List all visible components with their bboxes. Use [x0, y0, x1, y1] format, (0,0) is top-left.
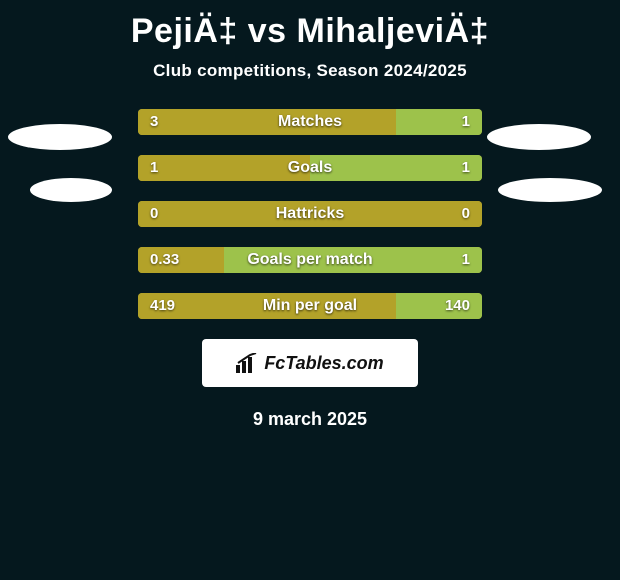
- bar-track: [138, 155, 482, 181]
- bar-track: [138, 109, 482, 135]
- value-left: 419: [150, 293, 175, 319]
- brand-box: FcTables.com: [202, 339, 418, 387]
- bar-right: [224, 247, 482, 273]
- bar-chart-icon: [236, 353, 258, 373]
- team-logo-placeholder: [30, 178, 112, 202]
- bar-right: [310, 155, 482, 181]
- value-right: 1: [462, 155, 470, 181]
- bar-track: [138, 293, 482, 319]
- date-label: 9 march 2025: [0, 409, 620, 430]
- value-left: 0.33: [150, 247, 179, 273]
- value-right: 1: [462, 109, 470, 135]
- value-left: 0: [150, 201, 158, 227]
- value-right: 0: [462, 201, 470, 227]
- page-subtitle: Club competitions, Season 2024/2025: [0, 61, 620, 81]
- team-logo-placeholder: [487, 124, 591, 150]
- page-title: PejiÄ‡ vs MihaljeviÄ‡: [0, 0, 620, 51]
- bar-track: [138, 201, 482, 227]
- bar-left: [138, 109, 396, 135]
- value-left: 1: [150, 155, 158, 181]
- bar-track: [138, 247, 482, 273]
- value-right: 1: [462, 247, 470, 273]
- stat-row: 00Hattricks: [0, 201, 620, 227]
- bar-left: [138, 293, 396, 319]
- stat-row: 419140Min per goal: [0, 293, 620, 319]
- bar-left: [138, 155, 310, 181]
- value-left: 3: [150, 109, 158, 135]
- stat-row: 11Goals: [0, 155, 620, 181]
- team-logo-placeholder: [498, 178, 602, 202]
- brand-text: FcTables.com: [264, 353, 383, 374]
- team-logo-placeholder: [8, 124, 112, 150]
- value-right: 140: [445, 293, 470, 319]
- bar-left: [138, 201, 482, 227]
- stat-row: 0.331Goals per match: [0, 247, 620, 273]
